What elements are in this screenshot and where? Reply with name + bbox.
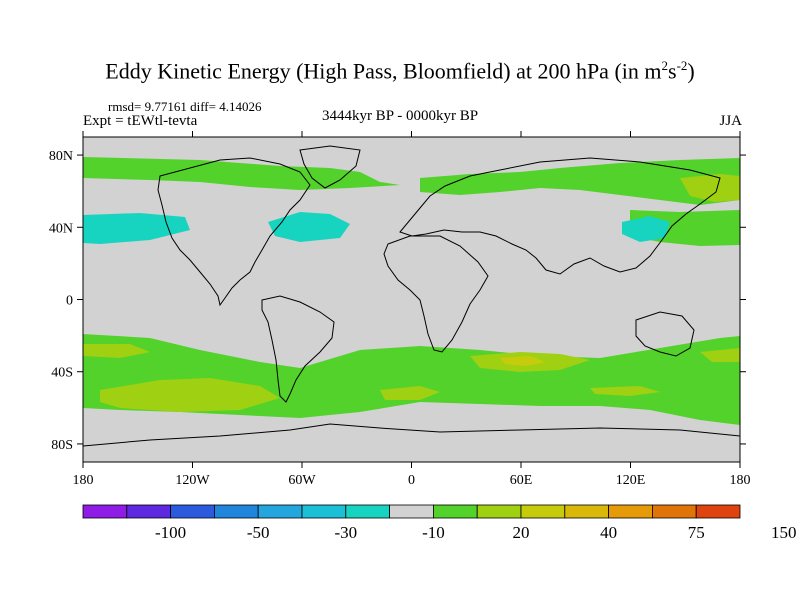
colorbar-swatch <box>345 504 390 519</box>
colorbar-label: 150 <box>771 523 797 542</box>
colorbar-swatch <box>126 504 172 519</box>
lat-tick-label: 0 <box>66 294 73 309</box>
coastline-greenland <box>299 145 361 189</box>
lon-tick-label: 60E <box>510 473 533 488</box>
negative-anomaly-north-atlantic <box>268 212 350 242</box>
lon-tick-label: 0 <box>408 473 415 488</box>
lat-tick-label: 80N <box>49 149 73 164</box>
longitude-axis: 180 120W 60W 0 60E 120E 180 <box>73 131 751 488</box>
colorbar-swatch <box>82 504 128 519</box>
colorbar-swatch <box>432 504 478 519</box>
colorbar-swatch <box>213 504 259 519</box>
anomaly-fields <box>83 145 740 447</box>
colorbar: -100 -50 -30 -10 20 40 75 150 <box>82 504 797 542</box>
strong-positive-south-pacific <box>100 378 280 412</box>
strong-positive-southwest-pacific <box>83 344 150 358</box>
coastline-australia <box>635 311 695 357</box>
lon-tick-label: 180 <box>730 473 751 488</box>
colorbar-swatch <box>170 504 215 519</box>
strong-positive-south-atlantic <box>380 386 440 400</box>
colorbar-swatch <box>695 504 741 519</box>
lon-tick-label: 180 <box>73 473 94 488</box>
lat-tick-label: 40S <box>51 366 73 381</box>
colorbar-label: 40 <box>600 523 617 542</box>
positive-anomaly-north-atlantic <box>83 157 400 190</box>
lon-tick-label: 120E <box>616 473 646 488</box>
colorbar-swatch <box>257 504 303 519</box>
stats-text: rmsd= 9.77161 diff= 4.14026 <box>108 99 262 114</box>
positive-anomaly-eurasia <box>420 158 740 205</box>
colorbar-label: -50 <box>247 523 270 542</box>
colorbar-label: -30 <box>334 523 357 542</box>
coastline-antarctica <box>83 423 740 447</box>
experiment-label: Expt = tEWtl-tevta <box>83 113 198 129</box>
latitude-axis: 80N 40N 0 40S 80S <box>49 149 746 453</box>
colorbar-swatch <box>608 504 653 519</box>
strong-positive-southern-indian-east <box>590 386 660 396</box>
season-label: JJA <box>719 113 742 129</box>
colorbar-label: 20 <box>513 523 530 542</box>
strong-positive-south-of-australia <box>700 348 740 362</box>
negative-anomaly-east-asia <box>622 216 670 242</box>
colorbar-label: 75 <box>688 523 705 542</box>
coastline-africa <box>383 235 489 353</box>
colorbar-swatch <box>564 504 609 519</box>
period-label: 3444kyr BP - 0000kyr BP <box>321 108 479 124</box>
colorbar-label: -100 <box>155 523 186 542</box>
coastline-north-america <box>157 157 311 307</box>
peak-positive-south-indian <box>500 356 545 366</box>
colorbar-swatch <box>652 504 697 519</box>
coastline-eurasia <box>399 157 721 275</box>
negative-anomaly-central-pacific <box>83 213 190 244</box>
lon-tick-label: 120W <box>175 473 210 488</box>
coastline-south-america <box>261 295 335 403</box>
lat-tick-label: 40N <box>49 221 73 236</box>
map-title: Eddy Kinetic Energy (High Pass, Bloomfie… <box>105 58 695 84</box>
colorbar-label: -10 <box>422 523 445 542</box>
lat-tick-label: 80S <box>51 438 73 453</box>
colorbar-swatch <box>301 504 347 519</box>
strong-positive-north-pacific <box>680 174 740 202</box>
colorbar-swatch <box>476 504 522 519</box>
coastlines <box>83 145 740 447</box>
colorbar-swatch <box>520 504 566 519</box>
lon-tick-label: 60W <box>288 473 316 488</box>
colorbar-swatch <box>389 504 434 519</box>
